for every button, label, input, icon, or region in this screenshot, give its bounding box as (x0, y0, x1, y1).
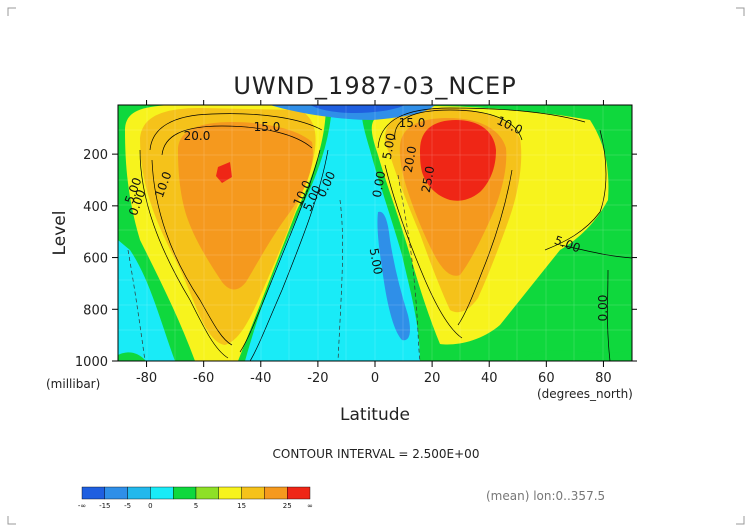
corner-mark (736, 516, 745, 525)
y-tick-label: 800 (83, 303, 108, 318)
shade-south-20 (178, 122, 313, 290)
colorbar-swatch (241, 486, 265, 500)
contour-line (457, 169, 513, 326)
x-tick-label: -80 (136, 371, 157, 386)
contour-label: 15.0 (399, 116, 426, 130)
contour-line (559, 244, 632, 259)
contour-label: 25.0 (419, 165, 437, 194)
colorbar-swatch (150, 486, 174, 500)
corner-mark (7, 516, 16, 525)
contour-line (239, 149, 321, 353)
colorbar-label: 25 (283, 502, 292, 510)
colorbar-label: 0 (148, 502, 152, 510)
x-tick-label: 80 (595, 371, 612, 386)
y-tick-label: 1000 (75, 355, 108, 370)
contour-line (139, 149, 229, 359)
colorbar-swatch (218, 486, 242, 500)
contour-line (337, 199, 343, 361)
contour-label: 0.00 (370, 170, 388, 199)
colorbar-swatch (287, 486, 311, 500)
contour-label: 0.00 (596, 295, 610, 322)
colorbar-label: -15 (99, 502, 110, 510)
contour-label: 20.0 (401, 145, 419, 174)
x-tick-label: 20 (424, 371, 441, 386)
colorbar-swatch (264, 486, 288, 500)
colorbar: -∞ -15 -5 0 5 15 25 ∞ (78, 486, 313, 510)
corner-mark (7, 7, 16, 16)
colorbar-label: 5 (194, 502, 198, 510)
x-tick-label: 60 (538, 371, 555, 386)
shade-surface-north (520, 350, 632, 361)
y-tick-label: 400 (83, 200, 108, 215)
contour-line (151, 159, 233, 346)
x-axis-units: (degrees_north) (537, 387, 633, 401)
colorbar-swatch (81, 486, 105, 500)
contour-line (149, 113, 323, 151)
contour-label: 5.00 (367, 247, 385, 276)
chart-title: UWND_1987-03_NCEP (233, 72, 516, 100)
contour-interval-text: CONTOUR INTERVAL = 2.500E+00 (273, 447, 480, 461)
contour-label: 15.0 (254, 120, 281, 134)
colorbar-swatch (104, 486, 128, 500)
negative-contour-lines (127, 174, 421, 361)
y-axis: 200 400 600 800 1000 (75, 148, 637, 370)
contour-label: 20.0 (184, 129, 211, 143)
x-tick-label: -40 (250, 371, 271, 386)
colorbar-swatch (195, 486, 219, 500)
contour-line (377, 107, 586, 149)
y-axis-units: (millibar) (46, 377, 100, 391)
y-tick-label: 200 (83, 148, 108, 163)
x-tick-label: 40 (481, 371, 498, 386)
shade-north-25 (420, 120, 496, 201)
colorbar-label: ∞ (307, 502, 313, 510)
x-tick-label: -60 (193, 371, 214, 386)
colorbar-swatch (127, 486, 151, 500)
shade-south-25 (216, 162, 232, 183)
corner-mark (736, 7, 745, 16)
colorbar-label: -∞ (78, 502, 86, 510)
contour-line (127, 249, 146, 361)
x-axis: -80 -60 -40 -20 0 20 40 60 80 (136, 100, 612, 386)
x-tick-label: 0 (371, 371, 379, 386)
colorbar-label: -5 (124, 502, 131, 510)
y-tick-label: 600 (83, 252, 108, 267)
x-axis-label: Latitude (340, 405, 410, 425)
shade-neg-top-core (310, 105, 405, 113)
contour-line (249, 149, 329, 361)
colorbar-swatch (172, 486, 197, 500)
y-axis-label: Level (50, 211, 70, 256)
contour-lines (139, 107, 632, 361)
contour-line (394, 109, 523, 141)
contour-line (544, 129, 607, 251)
contour-line (607, 269, 611, 361)
plot-field (118, 105, 632, 361)
contour-line (397, 174, 421, 361)
contour-line (161, 125, 313, 156)
shade-surface-south (118, 352, 146, 361)
shade-neg-equator (377, 211, 410, 341)
x-tick-label: -20 (307, 371, 328, 386)
footer-text: (mean) lon:0..357.5 (486, 489, 605, 503)
colorbar-label: 15 (237, 502, 246, 510)
grid-lines (118, 105, 632, 361)
contour-label: 5.00 (380, 132, 398, 161)
contour-line (384, 164, 463, 339)
